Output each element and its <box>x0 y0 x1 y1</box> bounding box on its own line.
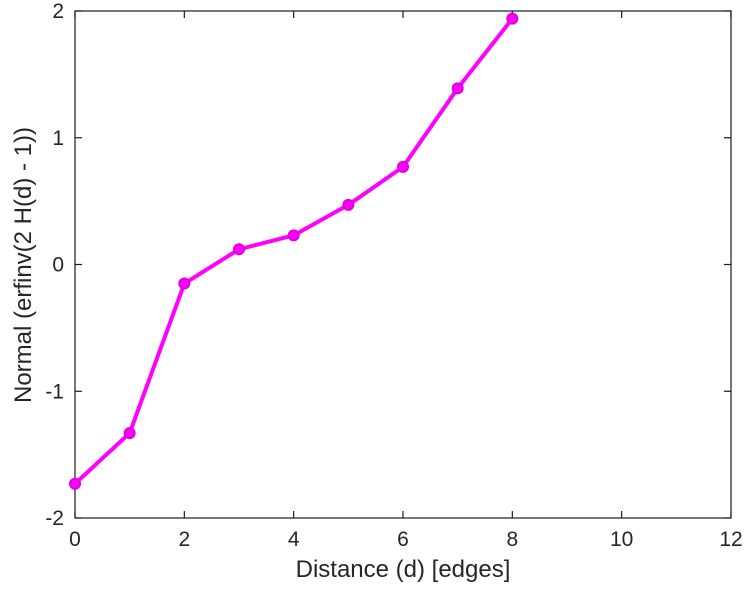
svg-text:0: 0 <box>69 528 81 551</box>
svg-text:-1: -1 <box>45 380 64 403</box>
data-markers <box>69 12 519 490</box>
data-point <box>342 198 355 211</box>
svg-text:12: 12 <box>719 528 742 551</box>
y-axis-label: Normal (erfinv(2 H(d) - 1)) <box>10 126 37 404</box>
axis-box <box>74 10 732 519</box>
svg-text:-2: -2 <box>45 507 64 530</box>
svg-text:4: 4 <box>288 528 300 551</box>
data-point <box>287 229 300 242</box>
data-point <box>69 477 81 490</box>
x-tick-labels: 0 2 4 6 8 10 12 <box>69 528 743 551</box>
svg-text:1: 1 <box>52 127 64 150</box>
svg-text:10: 10 <box>610 528 633 551</box>
y-tick-labels: -2 -1 0 1 2 <box>45 0 64 530</box>
data-point <box>506 12 519 25</box>
svg-text:2: 2 <box>52 0 64 23</box>
data-point <box>178 277 191 290</box>
svg-text:6: 6 <box>397 528 409 551</box>
data-point <box>397 160 409 173</box>
data-point <box>233 243 245 256</box>
svg-text:2: 2 <box>178 528 190 551</box>
data-point <box>123 427 136 440</box>
svg-text:8: 8 <box>506 528 518 551</box>
y-ticks <box>75 10 731 519</box>
svg-text:0: 0 <box>52 254 64 277</box>
data-line <box>73 16 515 486</box>
x-axis-label: Distance (d) [edges] <box>295 556 511 583</box>
data-point <box>451 82 464 95</box>
x-ticks <box>74 11 732 518</box>
